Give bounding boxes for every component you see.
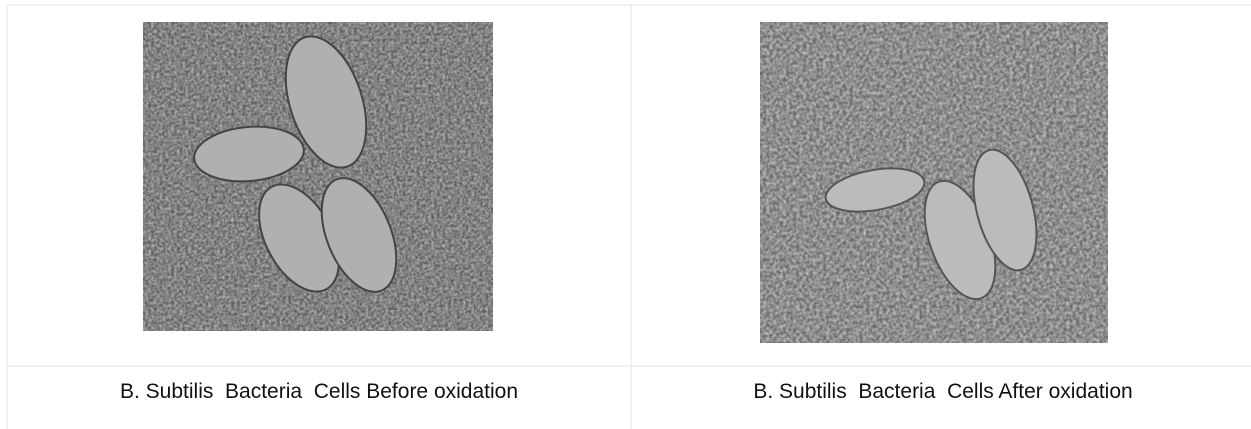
caption: B. Subtilis Bacteria Cells After oxidati… (753, 380, 1133, 403)
caption: B. Subtilis Bacteria Cells Before oxidat… (119, 380, 519, 403)
sem-image-before (143, 22, 493, 331)
sem-image-after (760, 22, 1108, 343)
